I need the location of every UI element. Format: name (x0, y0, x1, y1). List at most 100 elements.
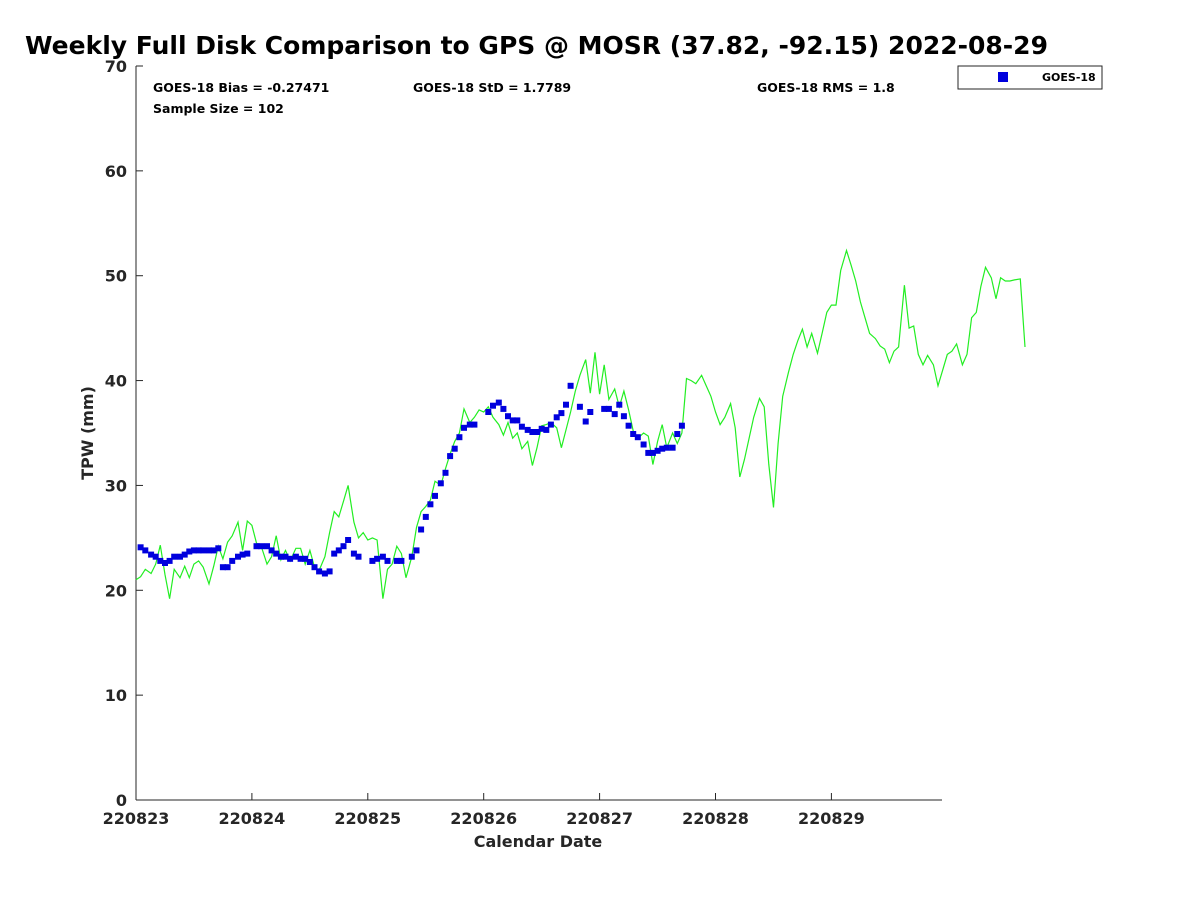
goes-18-point (495, 399, 502, 406)
goes-18-point (645, 449, 652, 456)
legend: GOES-18 (957, 65, 1103, 90)
goes-18-point (335, 547, 342, 554)
goes-18-point (413, 547, 420, 554)
goes-18-point (567, 382, 574, 389)
goes-18-point (634, 434, 641, 441)
goes-18-point (302, 555, 309, 562)
goes-18-point (181, 551, 188, 558)
goes-18-point (321, 570, 328, 577)
goes-18-series (137, 382, 685, 577)
goes-18-point (258, 543, 265, 550)
goes-18-point (620, 413, 627, 420)
goes-18-point (137, 544, 144, 551)
goes-18-point (616, 401, 623, 408)
y-tick-label: 60 (105, 162, 127, 181)
goes-18-point (611, 411, 618, 418)
chart-title: Weekly Full Disk Comparison to GPS @ MOS… (25, 31, 1048, 60)
goes-18-point (186, 548, 193, 555)
goes-18-point (518, 423, 525, 430)
goes-18-point (422, 513, 429, 520)
goes-18-point (490, 402, 496, 409)
goes-18-point (157, 557, 164, 564)
x-tick-label: 220828 (682, 809, 749, 828)
x-axis-label: Calendar Date (474, 832, 603, 851)
y-tick-label: 50 (105, 267, 127, 286)
goes-18-point (630, 431, 637, 437)
goes-18-point (306, 559, 313, 565)
x-tick-label: 220823 (103, 809, 170, 828)
goes-18-point (273, 550, 280, 557)
goes-18-point (166, 557, 173, 564)
y-tick-label: 40 (105, 372, 127, 391)
goes-18-point (379, 553, 386, 560)
rms-stat: GOES-18 RMS = 1.8 (757, 80, 895, 95)
goes-18-point (447, 453, 454, 460)
x-axis-ticks: 220823 220824 220825 220826 220827 220828 2208… (103, 793, 865, 828)
goes-18-point (253, 543, 260, 550)
goes-18-point (374, 555, 381, 562)
goes-18-point (264, 543, 270, 550)
goes-18-point (311, 564, 318, 571)
gps-series-line (135, 248, 1026, 599)
goes-18-point (190, 547, 197, 554)
y-tick-label: 30 (105, 476, 127, 495)
goes-18-point (277, 553, 284, 560)
goes-18-point (292, 553, 299, 560)
goes-18-point (418, 526, 425, 533)
y-tick-label: 0 (116, 791, 127, 810)
x-tick-label: 220829 (798, 809, 865, 828)
goes-18-point (674, 431, 681, 437)
goes-18-point (509, 417, 516, 424)
goes-18-point (177, 553, 183, 560)
goes-18-point (235, 553, 241, 560)
goes-18-point (369, 557, 376, 564)
goes-18-point (663, 444, 670, 451)
goes-18-point (215, 545, 222, 552)
goes-18-point (538, 425, 545, 432)
goes-18-point (331, 550, 338, 557)
x-tick-label: 220827 (566, 809, 633, 828)
goes-18-point (471, 421, 478, 428)
std-stat: GOES-18 StD = 1.7789 (413, 80, 571, 95)
goes-18-point (384, 557, 391, 564)
goes-18-point (268, 547, 275, 554)
goes-18-point (427, 501, 434, 508)
goes-18-point (582, 418, 589, 425)
goes-18-point (505, 413, 511, 420)
goes-18-point (287, 555, 294, 562)
goes-18-point (195, 547, 202, 554)
goes-18-point (461, 424, 467, 431)
x-tick-label: 220824 (219, 809, 286, 828)
x-tick-label: 220825 (334, 809, 401, 828)
goes-18-point (534, 429, 540, 435)
goes-18-point (162, 560, 168, 566)
goes-18-point (229, 557, 236, 564)
legend-box (957, 65, 1103, 90)
goes-18-point (625, 422, 632, 429)
goes-18-point (326, 568, 333, 575)
goes-18-point (524, 426, 531, 433)
goes-18-point (547, 421, 554, 428)
plot-area (135, 66, 942, 801)
sample-size-stat: Sample Size = 102 (153, 101, 284, 116)
goes-18-point (529, 429, 536, 435)
goes-18-point (345, 537, 352, 543)
goes-18-point (437, 480, 444, 487)
goes-18-point (601, 405, 608, 412)
goes-18-point (466, 421, 473, 428)
goes-18-point (206, 547, 212, 554)
goes-18-point (558, 410, 565, 417)
y-axis-label: TPW (mm) (78, 386, 97, 480)
goes-18-point (244, 550, 251, 557)
goes-18-point (239, 551, 246, 558)
goes-18-point (669, 444, 676, 451)
bias-stat: GOES-18 Bias = -0.27471 (153, 80, 329, 95)
y-axis-ticks: 0 10 20 30 40 50 60 70 (105, 57, 143, 810)
goes-18-point (485, 409, 492, 415)
goes-18-point (553, 414, 560, 421)
goes-18-point (350, 550, 357, 557)
goes-18-point (678, 422, 685, 429)
goes-18-point (514, 417, 521, 424)
goes-18-point (316, 568, 323, 575)
goes-18-point (432, 492, 438, 499)
